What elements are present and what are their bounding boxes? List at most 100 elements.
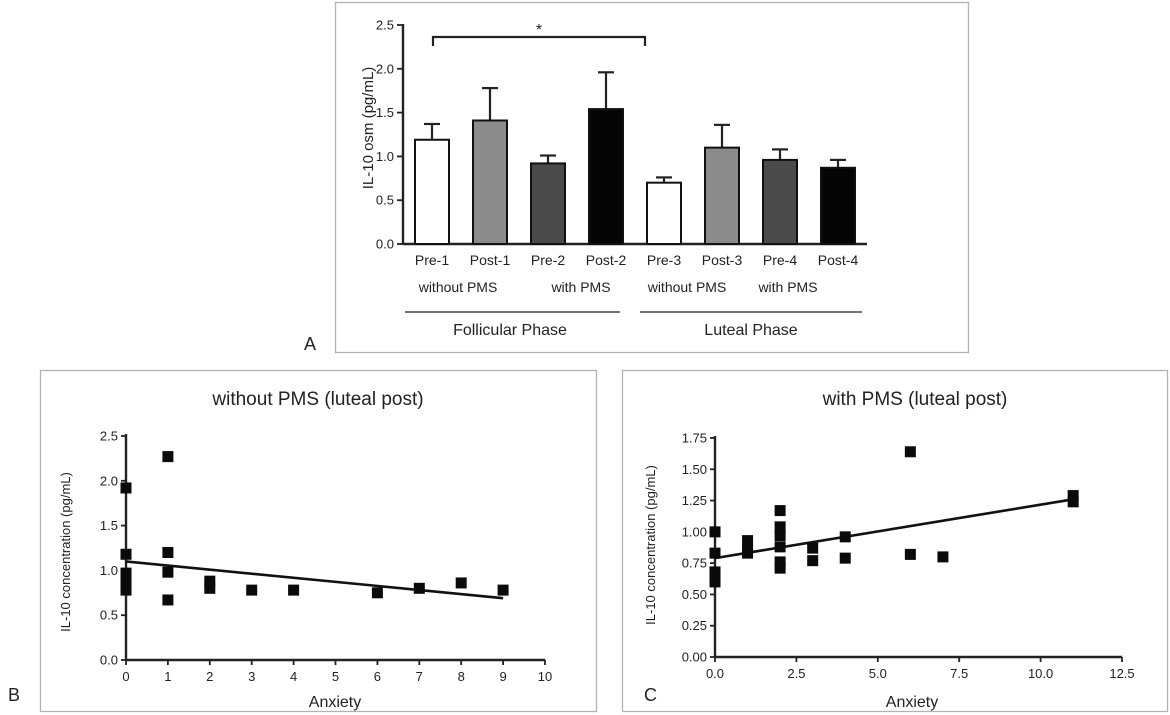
panel-c-x-tick-label: 10.0	[1028, 666, 1053, 681]
panel-c-letter: C	[644, 685, 657, 705]
panel-c-fit-line	[714, 498, 1074, 560]
panel-c-data-point	[1067, 490, 1079, 502]
panel-b-y-tick-label: 0.0	[100, 653, 118, 668]
panel-b-data-point	[162, 594, 174, 606]
panel-b-x-tick-label: 9	[499, 669, 506, 684]
category-label: Post-4	[818, 252, 859, 268]
panel-c-data-point	[839, 552, 851, 564]
panel-b-title: without PMS (luteal post)	[211, 389, 423, 410]
panel-b-letter: B	[8, 685, 20, 705]
category-label: Post-2	[586, 252, 627, 268]
panel-b-data-point	[204, 582, 216, 594]
panel-c-data-point	[904, 446, 916, 458]
panel-b-axes: 0.0 0.5 1.0 1.5 2.0 2.5 0 1 2 3 4 5 6 7 8 9 10	[100, 429, 552, 685]
panel-b-points	[120, 451, 509, 606]
panel-b-x-tick-label: 1	[164, 669, 171, 684]
panel-c-x-tick-label: 12.5	[1109, 666, 1134, 681]
bar-post-1	[472, 119, 508, 245]
panel-c-scatter-plot: with PMS (luteal post) IL-10 concentrati…	[643, 389, 1135, 711]
panel-a-y-tick-label: 1.5	[376, 105, 394, 120]
panel-b-data-point	[288, 584, 300, 596]
panel-b-data-point	[120, 567, 132, 579]
bar-post-3	[704, 146, 740, 245]
panel-a-y-axis-label: IL-10 osm (pg/mL)	[360, 67, 377, 190]
category-label: Post-3	[702, 252, 743, 268]
panel-b-y-tick-label: 1.5	[100, 518, 118, 533]
panel-c-frame	[621, 369, 1169, 713]
panel-b-data-point	[371, 587, 383, 599]
panel-c-y-tick-label: 1.50	[682, 462, 707, 477]
panel-c-data-point	[774, 530, 786, 542]
panel-c-axes: 0.00 0.25 0.50 0.75 1.00 1.25 1.50 1.75 0.0 2.5 5.…	[682, 431, 1135, 682]
panel-c-data-point	[709, 526, 721, 538]
panel-c-y-tick-label: 1.00	[682, 524, 707, 539]
panel-b-x-tick-label: 0	[122, 669, 129, 684]
panel-c-data-point	[839, 531, 851, 543]
category-label: Pre-1	[415, 252, 449, 268]
panel-b-x-tick-label: 3	[248, 669, 255, 684]
panel-b-x-tick-label: 5	[332, 669, 339, 684]
panel-a-letter: A	[304, 334, 316, 354]
panel-b-data-point	[162, 546, 174, 558]
panel-a-bars	[414, 71, 856, 246]
panel-c-y-tick-label: 1.25	[682, 493, 707, 508]
panel-b-data-point	[162, 451, 174, 463]
panel-a-y-tick-label: 0.0	[376, 237, 394, 252]
panel-c-x-tick-label: 7.5	[950, 666, 968, 681]
panel-c-data-point	[937, 551, 949, 563]
panel-b-data-point	[497, 584, 509, 596]
panel-a-bar-chart: IL-10 osm (pg/mL) 0.0 0.5 1.0 1.5 2.0 2.5 Pre…	[360, 18, 867, 339]
panel-c-data-point	[742, 547, 754, 559]
significance-marker: *	[536, 22, 542, 39]
panel-c-x-axis-label: Anxiety	[886, 694, 938, 711]
bar-post-4	[820, 166, 856, 245]
panel-b-data-point	[162, 566, 174, 578]
panel-b-data-point	[120, 548, 132, 560]
panel-b-data-point	[204, 575, 216, 587]
panel-c-data-point	[1067, 496, 1079, 508]
panel-b-y-tick-label: 0.5	[100, 608, 118, 623]
panel-b-y-tick-label: 2.0	[100, 473, 118, 488]
panel-c-y-tick-label: 0.25	[682, 618, 707, 633]
group-label-3: without PMS	[647, 279, 727, 295]
panel-a-y-tick-label: 2.5	[376, 18, 394, 33]
panel-b-x-axis-label: Anxiety	[309, 694, 361, 711]
bar-pre-4	[762, 158, 798, 246]
panel-c-data-point	[709, 576, 721, 588]
panel-c-x-tick-label: 2.5	[787, 666, 805, 681]
panel-b-x-tick-label: 8	[458, 669, 465, 684]
panel-c-title: with PMS (luteal post)	[822, 389, 1008, 410]
panel-c-y-tick-label: 0.50	[682, 587, 707, 602]
panel-b-x-tick-label: 6	[374, 669, 381, 684]
panel-c-points	[709, 446, 1079, 588]
panel-b-fit-line	[125, 560, 504, 600]
panel-b-data-point	[120, 584, 132, 596]
panel-a-frame	[334, 1, 970, 354]
panel-c-y-tick-label: 0.00	[682, 650, 707, 665]
bar-pre-1	[414, 138, 450, 245]
panel-b-data-point	[246, 584, 258, 596]
panel-b-y-tick-label: 2.5	[100, 429, 118, 444]
category-label: Pre-4	[763, 252, 797, 268]
panel-b-data-point	[455, 577, 467, 589]
panel-c-data-point	[709, 547, 721, 559]
panel-c-y-tick-label: 1.75	[682, 431, 707, 446]
panel-a-y-tick-label: 0.5	[376, 193, 394, 208]
panel-c-data-point	[709, 566, 721, 578]
panel-c-data-point	[742, 535, 754, 547]
panel-b-y-tick-label: 1.0	[100, 563, 118, 578]
panel-c-x-tick-label: 5.0	[869, 666, 887, 681]
panel-c-data-point	[774, 521, 786, 533]
panel-c-data-point	[807, 555, 819, 567]
panel-c-y-tick-label: 0.75	[682, 556, 707, 571]
group-label-2: with PMS	[550, 279, 610, 295]
phase-label-follicular: Follicular Phase	[453, 322, 567, 339]
category-label: Pre-3	[647, 252, 681, 268]
bar-pre-3	[646, 181, 682, 245]
panel-b-scatter-plot: without PMS (luteal post) IL-10 concentr…	[58, 389, 552, 711]
panel-b-x-tick-label: 2	[206, 669, 213, 684]
panel-a-y-tick-label: 1.0	[376, 149, 394, 164]
panel-c-data-point	[774, 556, 786, 568]
bar-post-2	[588, 108, 624, 246]
